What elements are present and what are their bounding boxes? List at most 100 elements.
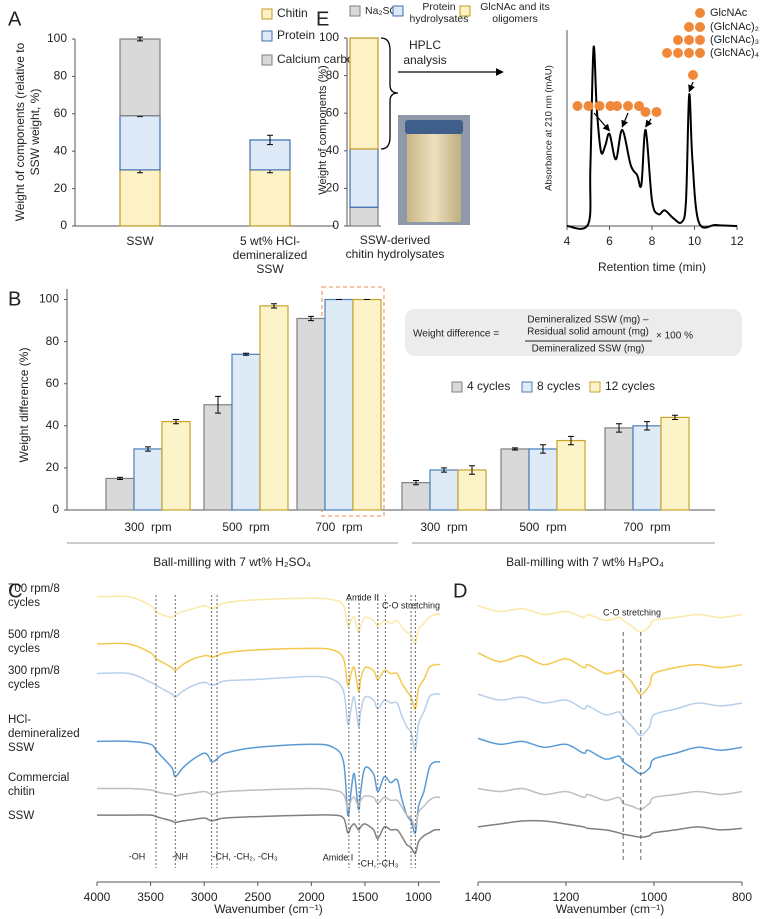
error-bar (137, 36, 143, 42)
annotation: C-O stretching (382, 600, 440, 610)
legend-label: 12 cycles (605, 379, 655, 393)
x-tick-label: 300 rpm (124, 520, 172, 534)
bar (119, 115, 161, 171)
oligomer-marker (583, 101, 594, 111)
bar (349, 206, 379, 227)
error-bar (117, 476, 123, 480)
annotation: -NH (172, 851, 188, 861)
series-label: 700 rpm/8 cycles (8, 583, 60, 609)
x-tick-label: 12 (730, 234, 744, 248)
x-tick-label: 700 rpm (315, 520, 363, 534)
legend-label: (GlcNAc)₄ (710, 47, 760, 59)
formula-text: Weight difference = (413, 329, 499, 340)
formula-text: Demineralized SSW (mg) – (527, 315, 649, 326)
y-tick-label: 60 (54, 106, 68, 120)
legend-marker (684, 22, 694, 32)
data-line (477, 819, 743, 838)
x-tick-label: 2500 (244, 890, 271, 904)
data-line (96, 672, 441, 751)
y-tick-label: 20 (46, 460, 60, 474)
error-bar (469, 465, 475, 475)
x-tick-label: 700 rpm (623, 520, 671, 534)
bar (249, 169, 291, 227)
data-line (96, 595, 441, 645)
peak-arrow (621, 112, 629, 128)
error-bar (616, 423, 622, 433)
data-line (477, 693, 743, 737)
peak-arrow (593, 112, 610, 132)
x-tick-label: 1400 (465, 890, 492, 904)
y-tick-label: 100 (319, 30, 339, 44)
annotation: C-O stretching (603, 607, 661, 617)
error-bar (267, 134, 273, 146)
legend-marker (684, 48, 694, 58)
bar (259, 305, 289, 511)
bar (231, 353, 261, 511)
data-line (97, 814, 441, 855)
legend-swatch (589, 381, 601, 393)
y-tick-label: 80 (46, 334, 60, 348)
bar (349, 37, 379, 150)
series-label: SSW (8, 810, 35, 822)
x-tick-label: SSW (126, 234, 154, 248)
x-tick-label: 500 rpm (519, 520, 567, 534)
bar (632, 425, 662, 511)
x-tick-label: 1200 (553, 890, 580, 904)
formula-text: × 100 % (656, 331, 693, 342)
y-tick-label: 60 (326, 105, 340, 119)
error-bar (441, 467, 447, 473)
x-tick-label: 1500 (352, 890, 379, 904)
x-axis-label: Wavenumber (cm⁻¹) (214, 902, 323, 916)
data-line (477, 737, 743, 775)
bar (429, 469, 459, 511)
bar (457, 469, 487, 511)
data-line (96, 642, 441, 710)
y-tick-label: 20 (54, 181, 68, 195)
legend-marker (662, 48, 672, 58)
x-tick-label: 500 rpm (222, 520, 270, 534)
y-tick-label: 80 (326, 68, 340, 82)
oligomer-marker (572, 101, 583, 111)
series-label: 500 rpm/8 cycles (8, 629, 60, 655)
panel-label: E (316, 8, 329, 30)
error-bar (173, 418, 179, 425)
error-bar (512, 447, 518, 451)
error-bar (308, 315, 314, 322)
legend-swatch (521, 381, 533, 393)
oligomer-marker (605, 101, 616, 111)
data-line (566, 45, 738, 230)
oligomer-marker (688, 70, 698, 80)
x-tick-label: 800 (732, 890, 752, 904)
x-tick-label: 8 (649, 234, 656, 248)
bar (119, 169, 161, 227)
formula-text: Demineralized SSW (mg) (532, 344, 645, 355)
legend-swatch (261, 30, 273, 42)
legend-swatch (451, 381, 463, 393)
bar (161, 421, 191, 511)
error-bar (672, 414, 678, 420)
bar (660, 416, 690, 511)
data-line (477, 652, 743, 695)
y-tick-label: 20 (326, 181, 340, 195)
legend-label: Protein hydrolysates (409, 1, 469, 25)
legend-label: Protein (277, 28, 315, 42)
y-axis-label: Weight of components (%) (317, 65, 329, 194)
highlight-box (321, 286, 385, 517)
annotation: Amide I (323, 852, 354, 862)
legend-swatch (349, 5, 361, 17)
oligomer-marker (623, 101, 633, 111)
x-tick-label: 300 rpm (420, 520, 468, 534)
legend-marker (695, 48, 705, 58)
x-tick-label: 10 (688, 234, 702, 248)
x-tick-label: 4 (564, 234, 571, 248)
error-bar (540, 444, 546, 454)
legend-label: (GlcNAc)₃ (710, 34, 759, 46)
y-tick-label: 40 (46, 418, 60, 432)
bar (119, 38, 161, 117)
legend-swatch (261, 8, 273, 20)
bar (528, 448, 558, 511)
bar (604, 427, 634, 511)
y-tick-label: 0 (52, 502, 59, 516)
legend-marker (695, 8, 705, 18)
